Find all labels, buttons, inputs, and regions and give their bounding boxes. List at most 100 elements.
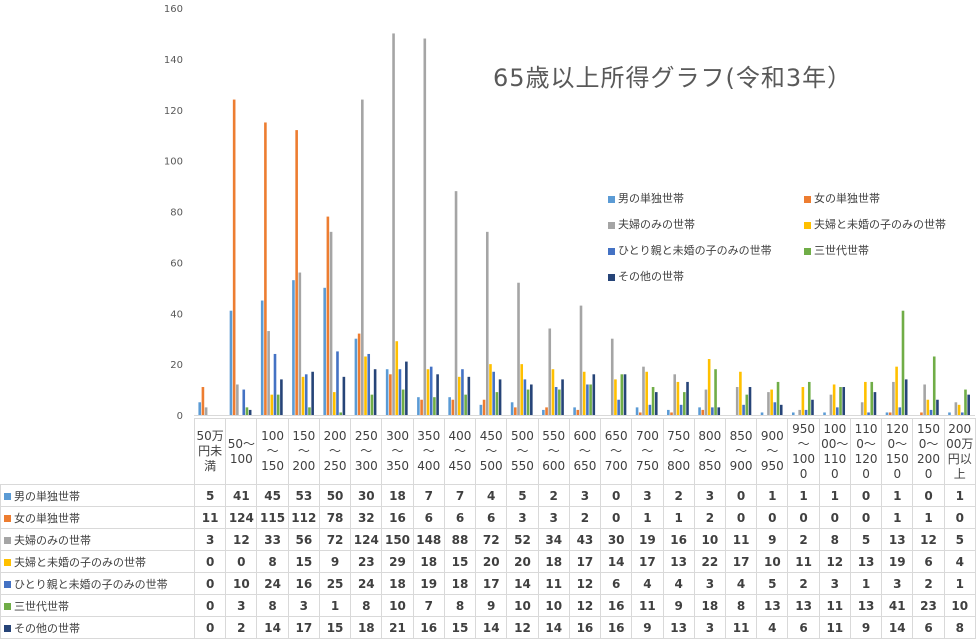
table-cell: 112 [287,506,320,529]
table-cell: 12 [506,616,539,639]
table-cell: 3 [818,572,851,595]
category-label: 600 ～ 650 [568,418,602,485]
bar [642,366,645,415]
table-cell: 25 [318,572,352,595]
table-cell: 0 [849,484,883,507]
table-cell: 53 [287,484,320,507]
bar [461,369,464,415]
bar [489,364,492,416]
table-cell: 20 [475,550,508,573]
bar [867,412,870,415]
table-cell: 124 [350,528,383,551]
bar [589,384,592,416]
category-label: 850 ～ 900 [724,418,758,485]
table-cell: 3 [568,484,602,507]
table-cell: 9 [318,550,352,573]
table-cell: 3 [693,572,726,595]
table-cell: 18 [350,616,383,639]
table-row: 男の単独世帯 5 41 45 53 50 30 18 7 7 4 5 2 3 0 3 2 3 0 1 1 1 0 1 0 1 [0,484,976,507]
table-cell: 2 [225,616,258,639]
table-cell: 72 [475,528,508,551]
category-label: 150 ～ 200 [287,418,320,485]
bar [405,361,408,415]
table-cell: 5 [756,572,789,595]
legend-label: 夫婦のみの世帯 [618,218,695,231]
bar [551,369,555,415]
table-cell: 3 [225,594,258,617]
legend-entry: ひとり親と未婚の子のみの世帯 [608,242,772,258]
table-cell: 16 [287,572,320,595]
table-cell: 6 [912,616,945,639]
bar [548,328,552,415]
bar [479,404,483,415]
category-label: 700 ～ 750 [631,418,664,485]
table-cell: 4 [943,550,976,573]
bar [229,310,233,415]
table-cell: 4 [475,484,508,507]
table-cell: 3 [693,616,726,639]
bar [592,374,596,415]
bar [514,407,517,415]
bar [457,376,461,415]
table-cell: 10 [943,594,976,617]
series-row-label: 三世代世帯 [0,594,195,617]
table-cell: 9 [849,616,883,639]
bar [429,366,433,415]
table-cell: 15 [443,616,477,639]
legend-swatch [608,247,615,255]
bar [280,379,283,415]
bar [276,394,280,415]
table-cell: 11 [724,528,758,551]
legend-label: 夫婦と未婚の子のみの世帯 [814,218,946,231]
table-cell: 12 [912,528,945,551]
bar [704,389,708,415]
bar [673,374,677,415]
table-cell: 1 [662,506,695,529]
bar [776,381,780,415]
bar [204,407,208,415]
table-cell: 18 [537,550,570,573]
bar [485,231,489,415]
bar [770,389,773,415]
table-cell: 12 [568,572,602,595]
bar [395,341,399,415]
bar [385,369,389,415]
table-cell: 8 [256,550,289,573]
table-cell: 13 [662,616,695,639]
table-cell: 11 [631,594,664,617]
table-cell: 12 [818,550,851,573]
table-cell: 4 [662,572,695,595]
bar [545,407,548,415]
bar [370,394,374,415]
table-cell: 6 [912,550,945,573]
table-cell: 7 [412,594,445,617]
bar [885,412,889,415]
table-cell: 2 [537,484,570,507]
bar [823,412,826,415]
table-cell: 33 [256,528,289,551]
bar [304,374,308,415]
bar [361,99,364,415]
table-cell: 3 [693,484,726,507]
bar [760,412,764,415]
series-row-label: 夫婦と未婚の子のみの世帯 [0,550,195,573]
bar [245,407,249,415]
category-label: 300 ～ 350 [381,418,414,485]
category-label: 400 ～ 450 [443,418,477,485]
bar [829,394,833,415]
table-cell: 11 [537,572,570,595]
legend-entry: 男の単独世帯 [608,190,684,206]
category-label: 120 0～ 150 0 [881,418,914,485]
row-swatch [4,581,11,588]
table-cell: 8 [943,616,976,639]
row-swatch [4,603,11,610]
bar [742,404,745,415]
table-cell: 0 [849,506,883,529]
table-cell: 41 [881,594,914,617]
series-row-label: ひとり親と未婚の子のみの世帯 [0,572,195,595]
bar [645,371,648,415]
table-cell: 32 [350,506,383,529]
table-cell: 0 [787,506,820,529]
table-cell: 124 [225,506,258,529]
legend-label: 女の単独世帯 [814,192,880,205]
